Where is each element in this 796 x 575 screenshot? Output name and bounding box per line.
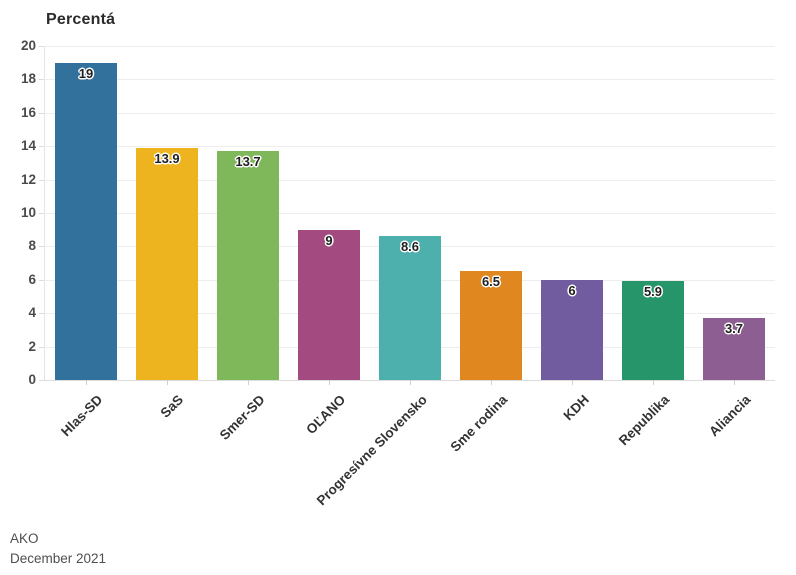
x-axis-label-sas: SaS [157,392,187,421]
x-tick-mark [572,380,573,385]
chart-footer: AKO December 2021 [10,529,106,569]
bar-value-label-sas: 13.9 [154,151,180,166]
y-tick-mark [39,46,44,47]
x-axis-label-sme-rodina: Sme rodina [448,392,511,455]
bar-hlas-sd: 19 [55,63,117,380]
y-tick-mark [39,246,44,247]
bar-kdh: 6 [541,280,603,380]
y-tick-mark [39,180,44,181]
source-label: AKO [10,531,39,546]
bar-olano: 9 [298,230,360,380]
y-tick-label-20: 20 [20,38,36,53]
y-tick-label-2: 2 [28,339,36,354]
y-tick-label-18: 18 [20,71,36,86]
y-tick-mark [39,146,44,147]
x-tick-mark [86,380,87,385]
bar-aliancia: 3.7 [703,318,765,380]
x-axis-label-olano: OĽANO [303,392,349,438]
x-tick-mark [167,380,168,385]
x-axis-label-republika: Republika [616,392,673,449]
x-tick-mark [248,380,249,385]
gridline-20 [44,46,775,47]
x-tick-mark [491,380,492,385]
date-label: December 2021 [10,551,107,566]
y-tick-label-12: 12 [20,172,36,187]
y-tick-mark [39,213,44,214]
y-tick-label-4: 4 [28,305,36,320]
y-tick-label-0: 0 [28,372,36,387]
y-tick-mark [39,280,44,281]
bar-value-label-progresivne-slovensko: 8.6 [400,239,420,254]
x-axis-label-kdh: KDH [560,392,592,424]
y-tick-mark [39,347,44,348]
y-tick-mark [39,380,44,381]
gridline-12 [44,180,775,181]
y-tick-mark [39,113,44,114]
y-tick-label-8: 8 [28,238,36,253]
plot-area: 19 13.9 13.7 9 8.6 6.5 6 5.9 3.7 [44,46,775,381]
x-axis-label-smer-sd: Smer-SD [216,392,268,443]
x-axis-label-hlas-sd: Hlas-SD [58,392,106,440]
gridline-16 [44,113,775,114]
gridline-14 [44,146,775,147]
y-tick-mark [39,313,44,314]
x-tick-mark [734,380,735,385]
y-tick-mark [39,79,44,80]
bar-value-label-hlas-sd: 19 [78,66,94,81]
bar-value-label-olano: 9 [325,233,333,248]
bar-republika: 5.9 [622,281,684,380]
gridline-18 [44,79,775,80]
y-tick-label-6: 6 [28,272,36,287]
chart-title: Percentá [46,11,116,28]
x-axis-label-aliancia: Aliancia [706,392,754,440]
gridline-0 [44,380,775,381]
bar-progresivne-slovensko: 8.6 [379,236,441,380]
bar-value-label-sme-rodina: 6.5 [481,274,501,289]
bar-value-label-smer-sd: 13.7 [235,154,261,169]
y-tick-label-14: 14 [20,138,36,153]
y-tick-label-10: 10 [20,205,36,220]
bar-value-label-kdh: 6 [568,283,576,298]
x-tick-mark [410,380,411,385]
gridline-10 [44,213,775,214]
x-tick-mark [653,380,654,385]
bar-smer-sd: 13.7 [217,151,279,380]
bar-value-label-aliancia: 3.7 [724,321,744,336]
bar-sas: 13.9 [136,148,198,380]
bar-value-label-republika: 5.9 [643,284,663,299]
bar-sme-rodina: 6.5 [460,271,522,380]
x-tick-mark [329,380,330,385]
y-tick-label-16: 16 [20,105,36,120]
